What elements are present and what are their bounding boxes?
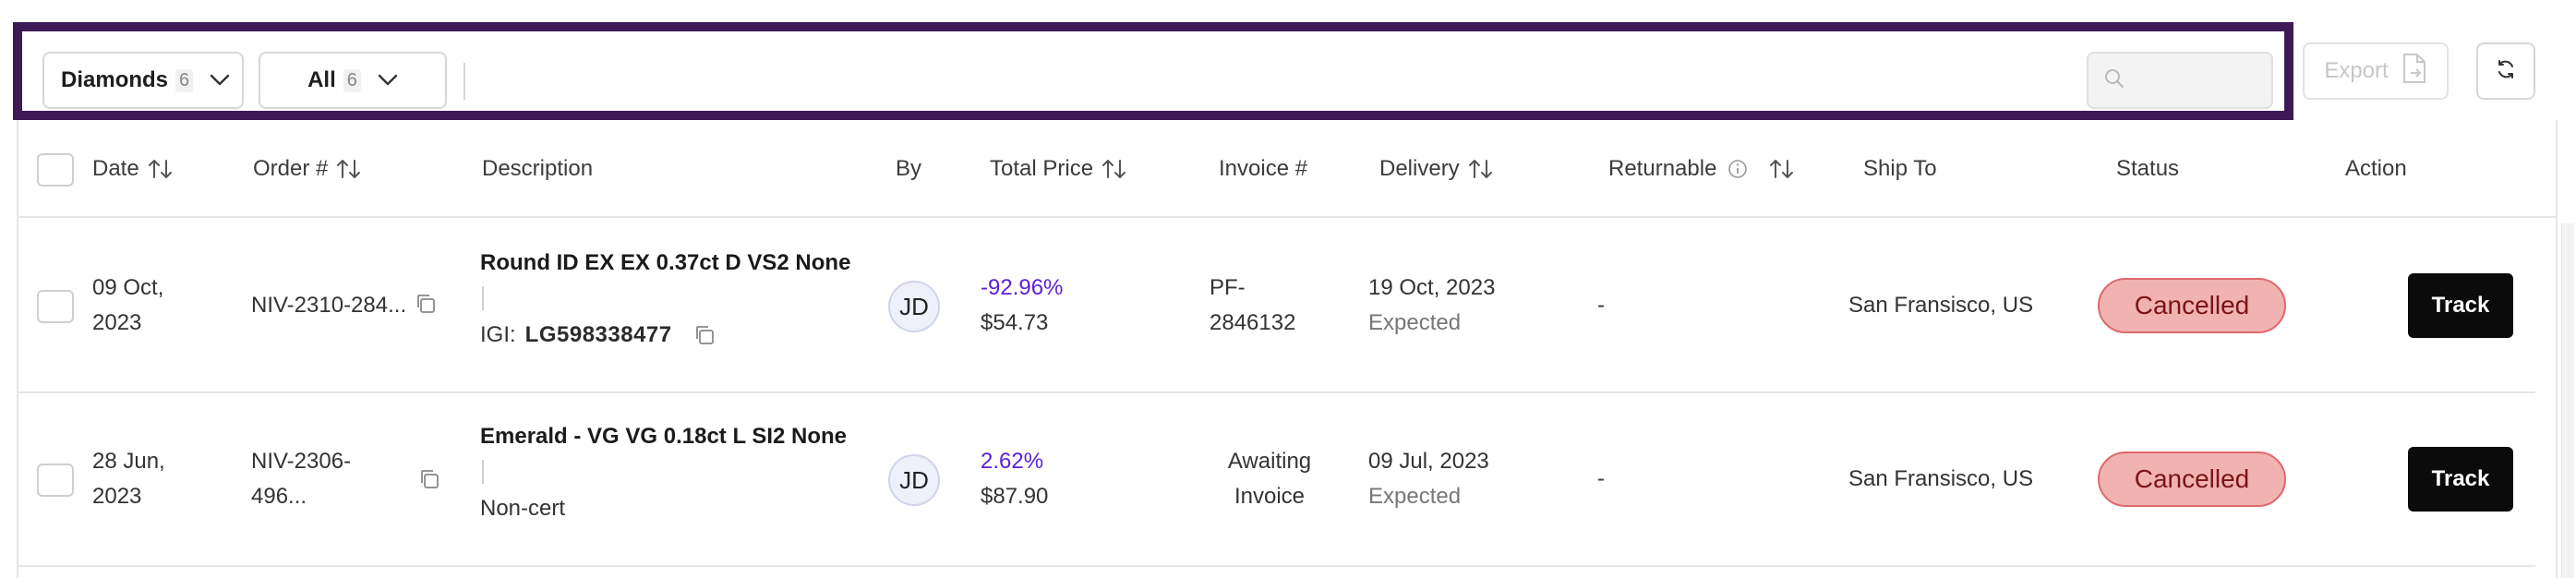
price-value: $87.90 [981, 484, 1049, 509]
column-ship-to-label: Ship To [1863, 156, 1937, 181]
cert-lab-label: IGI: [480, 322, 516, 347]
invoice-number: Awaiting Invoice [1227, 449, 1312, 509]
copy-icon[interactable] [692, 323, 716, 347]
filter-toolbar: Diamonds 6 All 6 [13, 22, 2293, 120]
column-delivery-label: Delivery [1379, 156, 1460, 181]
info-icon[interactable] [1727, 159, 1748, 179]
orders-table: Date Order # Description By Total Price … [17, 120, 2574, 578]
toolbar-divider [463, 63, 465, 100]
delivery: 09 Jul, 2023 Expected [1368, 444, 1489, 514]
column-order-label: Order # [253, 156, 329, 181]
column-invoice-label: Invoice # [1219, 156, 1308, 181]
column-order[interactable]: Order # [253, 120, 363, 218]
column-ship-to: Ship To [1863, 120, 1937, 218]
item-title: Emerald - VG VG 0.18ct L SI2 None [480, 424, 848, 449]
order-number[interactable]: NIV-2310-284... [251, 293, 407, 318]
chevron-down-icon [210, 74, 230, 87]
column-action-label: Action [2345, 156, 2407, 181]
ship-to: San Fransisco, US [1848, 466, 2034, 491]
cert-number[interactable]: LG598338477 [524, 322, 672, 347]
column-returnable[interactable]: Returnable [1608, 120, 1796, 218]
column-delivery[interactable]: Delivery [1379, 120, 1495, 218]
sort-icon[interactable] [1768, 158, 1796, 180]
sort-icon[interactable] [1467, 158, 1495, 180]
column-date-label: Date [92, 156, 139, 181]
order-date: 28 Jun, 2023 [92, 449, 165, 509]
status-badge: Cancelled [2098, 452, 2286, 507]
copy-icon[interactable] [414, 292, 438, 316]
search-input[interactable] [2087, 52, 2273, 109]
column-status-label: Status [2116, 156, 2180, 181]
row-checkbox[interactable] [37, 290, 74, 323]
chevron-down-icon [378, 74, 398, 87]
order-date: 09 Oct, 2023 [92, 275, 164, 335]
table-row[interactable]: 28 Jun, 2023 NIV-2306- 496... Emerald - … [18, 393, 2535, 567]
status-filter-dropdown[interactable]: All 6 [259, 52, 447, 109]
status-filter-label: All [307, 67, 336, 92]
status-badge: Cancelled [2098, 278, 2286, 333]
item-description: Emerald - VG VG 0.18ct L SI2 None Non-ce… [480, 419, 847, 526]
track-button[interactable]: Track [2408, 273, 2513, 338]
delivery-status: Expected [1368, 484, 1462, 509]
item-description: Round ID EX EX 0.37ct D VS2 None IGI: LG… [480, 246, 850, 353]
avatar: JD [888, 281, 940, 332]
ship-to: San Fransisco, US [1848, 293, 2034, 318]
separator [482, 286, 484, 310]
select-all-checkbox[interactable] [37, 153, 74, 187]
item-title: Round ID EX EX 0.37ct D VS2 None [480, 250, 851, 275]
column-returnable-label: Returnable [1608, 156, 1717, 181]
total-price: 2.62% $87.90 [981, 444, 1048, 514]
column-total-price[interactable]: Total Price [990, 120, 1128, 218]
returnable-value: - [1597, 293, 1605, 318]
column-description-label: Description [482, 156, 594, 181]
certificate: IGI: LG598338477 [480, 318, 850, 353]
export-button[interactable]: Export [2303, 42, 2449, 100]
column-action: Action [2345, 120, 2407, 218]
delivery-date: 19 Oct, 2023 [1368, 275, 1496, 300]
column-by: By [896, 120, 921, 218]
status-filter-count-badge: 6 [343, 68, 361, 92]
vertical-scrollbar[interactable] [2561, 223, 2574, 578]
price-change: 2.62% [981, 449, 1044, 474]
separator [482, 460, 484, 484]
price-value: $54.73 [981, 310, 1049, 335]
category-dropdown-label: Diamonds [61, 67, 169, 92]
sort-icon[interactable] [1101, 158, 1128, 180]
column-total-price-label: Total Price [990, 156, 1094, 181]
price-change: -92.96% [981, 275, 1064, 300]
certificate-status: Non-cert [480, 496, 566, 521]
copy-icon[interactable] [417, 467, 441, 491]
track-button[interactable]: Track [2408, 447, 2513, 512]
search-icon [2103, 67, 2125, 94]
sort-icon[interactable] [335, 158, 363, 180]
table-header: Date Order # Description By Total Price … [18, 120, 2556, 218]
column-invoice: Invoice # [1219, 120, 1307, 218]
refresh-button[interactable] [2476, 42, 2535, 100]
export-file-icon [2401, 53, 2427, 90]
column-by-label: By [896, 156, 922, 181]
table-row[interactable]: 09 Oct, 2023 NIV-2310-284... Round ID EX… [18, 220, 2535, 393]
column-date[interactable]: Date [92, 120, 175, 218]
delivery-date: 09 Jul, 2023 [1368, 449, 1489, 474]
avatar: JD [888, 454, 940, 506]
order-number[interactable]: NIV-2306- 496... [251, 449, 352, 509]
export-button-label: Export [2324, 58, 2389, 83]
delivery: 19 Oct, 2023 Expected [1368, 271, 1495, 341]
refresh-icon [2495, 58, 2517, 85]
column-description: Description [482, 120, 593, 218]
category-dropdown[interactable]: Diamonds 6 [42, 52, 244, 109]
delivery-status: Expected [1368, 310, 1462, 335]
returnable-value: - [1597, 466, 1605, 491]
column-status: Status [2116, 120, 2179, 218]
category-count-badge: 6 [175, 68, 194, 92]
total-price: -92.96% $54.73 [981, 271, 1063, 341]
row-checkbox[interactable] [37, 464, 74, 497]
sort-icon[interactable] [147, 158, 175, 180]
invoice-number: PF- 2846132 [1210, 275, 1296, 335]
